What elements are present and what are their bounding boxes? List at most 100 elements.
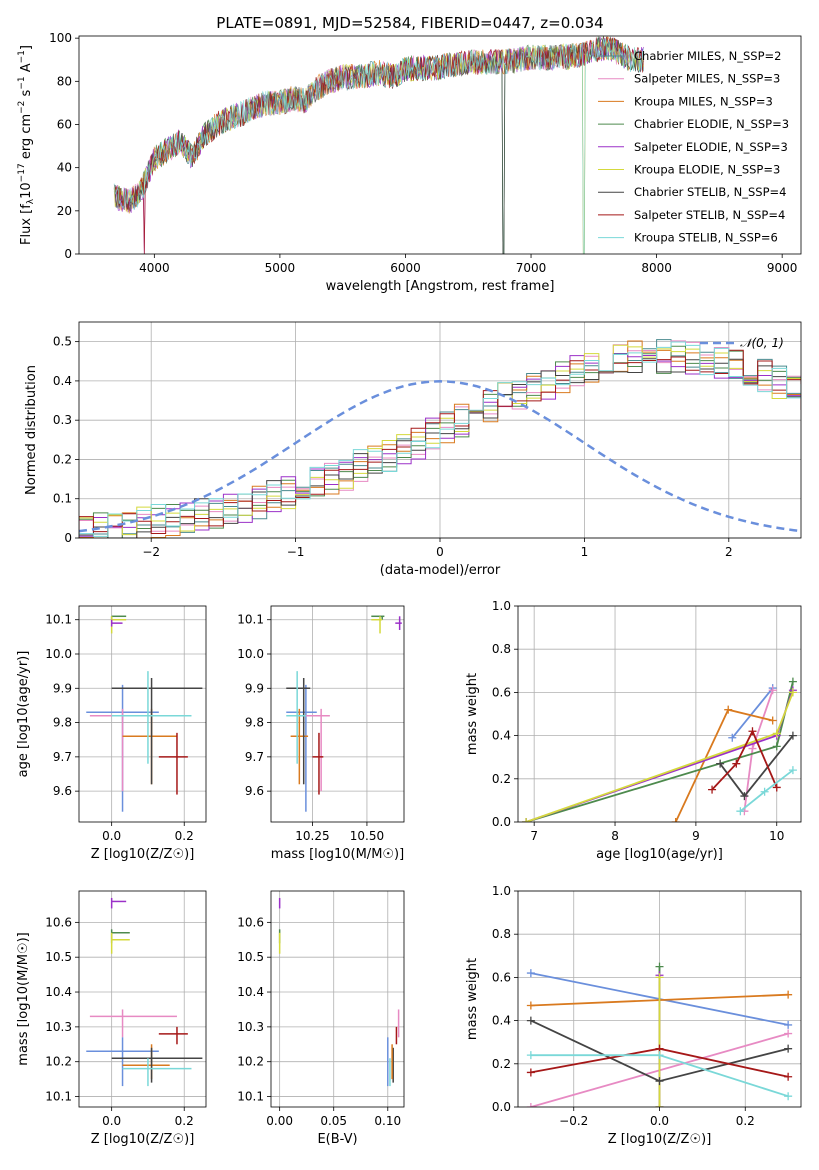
weight-marker xyxy=(716,759,725,768)
legend-label: Salpeter ELODIE, N_SSP=3 xyxy=(634,140,788,154)
weight-marker xyxy=(526,1051,535,1060)
errorbars xyxy=(86,615,203,812)
x-tick-label: 0.2 xyxy=(175,1114,194,1128)
y-axis-label: mass [log10(M/M☉)] xyxy=(16,932,31,1065)
y-tick-label: 100 xyxy=(49,31,72,45)
y-tick-label: 20 xyxy=(57,204,72,218)
weight-marker xyxy=(788,731,797,740)
y-tick-label: 10.3 xyxy=(45,1020,72,1034)
axes-frame xyxy=(270,605,405,823)
y-tick-label: 9.6 xyxy=(245,784,264,798)
x-tick-label: 0.10 xyxy=(374,1114,401,1128)
weight-marker xyxy=(772,783,781,792)
y-tick-label: 9.8 xyxy=(53,716,72,730)
x-tick-label: 0.2 xyxy=(175,829,194,843)
y-tick-label: 80 xyxy=(57,74,72,88)
x-tick-label: 0.0 xyxy=(102,1114,121,1128)
y-tick-label: 10.6 xyxy=(45,915,72,929)
y-tick-label: 10.0 xyxy=(237,647,264,661)
x-tick-label: 8000 xyxy=(641,261,672,275)
y-axis-label: age [log10(age/yr)] xyxy=(16,651,31,778)
y-tick-label: 9.7 xyxy=(53,750,72,764)
y-tick-label: 0 xyxy=(64,247,72,261)
weight-marker xyxy=(655,1051,664,1060)
y-tick-label: 0.4 xyxy=(492,1014,511,1028)
y-tick-label: 0.2 xyxy=(492,772,511,786)
x-axis-label: Z [log10(Z/Z☉)] xyxy=(608,1132,712,1147)
x-axis-label: E(B-V) xyxy=(317,1132,357,1147)
y-tick-label: 0.5 xyxy=(53,335,72,349)
x-tick-label: 0.0 xyxy=(650,1114,669,1128)
y-tick-label: 10.0 xyxy=(45,647,72,661)
histograms xyxy=(79,339,801,538)
y-axis-label: mass weight xyxy=(465,958,480,1040)
panel-age_vs_Z: 0.0 0.2 9.6 9.7 9.8 9.9 10.0 10.1 Z [log10(Z/Z☉)… xyxy=(16,605,207,862)
y-tick-label: 10.1 xyxy=(45,613,72,627)
x-tick-label: −0.2 xyxy=(559,1114,588,1128)
weight-marker xyxy=(526,1016,535,1025)
y-tick-label: 0.2 xyxy=(492,1057,511,1071)
y-tick-label: 10.3 xyxy=(237,1020,264,1034)
x-tick-label: −1 xyxy=(287,545,305,559)
x-axis-label: (data-model)/error xyxy=(380,563,501,578)
y-tick-label: 10.5 xyxy=(45,950,72,964)
weight-marker xyxy=(768,716,777,725)
y-tick-label: 9.6 xyxy=(53,784,72,798)
y-tick-label: 0.8 xyxy=(492,927,511,941)
y-tick-label: 9.8 xyxy=(245,716,264,730)
weight-marker xyxy=(728,733,737,742)
y-tick-label: 0.6 xyxy=(492,970,511,984)
weight-series-line xyxy=(743,689,774,812)
spectrum-lines xyxy=(113,36,644,254)
y-tick-label: 1.0 xyxy=(492,599,511,613)
x-tick-label: 9000 xyxy=(767,261,798,275)
errorbars xyxy=(278,897,400,1087)
weight-marker xyxy=(784,1044,793,1053)
y-tick-label: 10.1 xyxy=(237,613,264,627)
panel-weight_vs_Z: −0.2 0.0 0.2 0.0 0.2 0.4 0.6 0.8 1.0 Z [log10(Z/Z… xyxy=(465,884,802,1147)
weight-marker xyxy=(671,818,680,822)
errorbars xyxy=(86,897,203,1087)
weight-marker xyxy=(736,807,745,816)
weight-marker xyxy=(748,744,757,753)
errorbars xyxy=(286,615,402,812)
weight-marker xyxy=(655,1077,664,1086)
legend-label: Salpeter MILES, N_SSP=3 xyxy=(634,72,780,86)
weight-marker xyxy=(768,686,777,695)
histogram-series xyxy=(79,358,801,538)
axes-frame xyxy=(78,321,802,539)
x-tick-label: 9 xyxy=(692,829,700,843)
legend-label: 𝒩(0, 1) xyxy=(740,336,784,350)
x-tick-label: 5000 xyxy=(265,261,296,275)
histogram-series xyxy=(79,340,801,538)
y-tick-label: 10.6 xyxy=(237,915,264,929)
x-tick-label: 0.05 xyxy=(320,1114,347,1128)
x-tick-label: 7000 xyxy=(516,261,547,275)
weight-marker xyxy=(655,1103,664,1107)
weight-marker xyxy=(784,1092,793,1101)
weight-series-line xyxy=(711,729,778,791)
panel-weight_vs_age: 7 8 9 10 0.0 0.2 0.4 0.6 0.8 1.0 age [log10(age/yr… xyxy=(465,599,802,862)
spectrum-series-line xyxy=(114,36,644,254)
weight-marker xyxy=(784,1020,793,1029)
weight-marker xyxy=(784,1072,793,1081)
y-tick-label: 0.4 xyxy=(492,729,511,743)
y-tick-label: 9.9 xyxy=(245,681,264,695)
y-tick-label: 10.5 xyxy=(237,950,264,964)
legend-label: Kroupa STELIB, N_SSP=6 xyxy=(634,231,778,245)
chart-title: PLATE=0891, MJD=52584, FIBERID=0447, z=0… xyxy=(216,14,603,32)
y-axis-label: Normed distribution xyxy=(24,365,39,495)
weight-series-line xyxy=(719,735,794,798)
weight-marker xyxy=(784,990,793,999)
histogram-series xyxy=(79,340,801,538)
y-tick-label: 0.0 xyxy=(492,1100,511,1114)
weight-marker xyxy=(772,729,781,738)
legend-label: Chabrier MILES, N_SSP=2 xyxy=(634,49,781,63)
x-axis-label: Z [log10(Z/Z☉)] xyxy=(91,1132,195,1147)
axes-frame xyxy=(78,890,207,1108)
x-tick-label: −2 xyxy=(142,545,160,559)
axes-frame xyxy=(517,890,802,1108)
y-tick-label: 10.4 xyxy=(237,985,264,999)
axes-frame xyxy=(270,890,405,1108)
weight-marker xyxy=(655,973,664,982)
